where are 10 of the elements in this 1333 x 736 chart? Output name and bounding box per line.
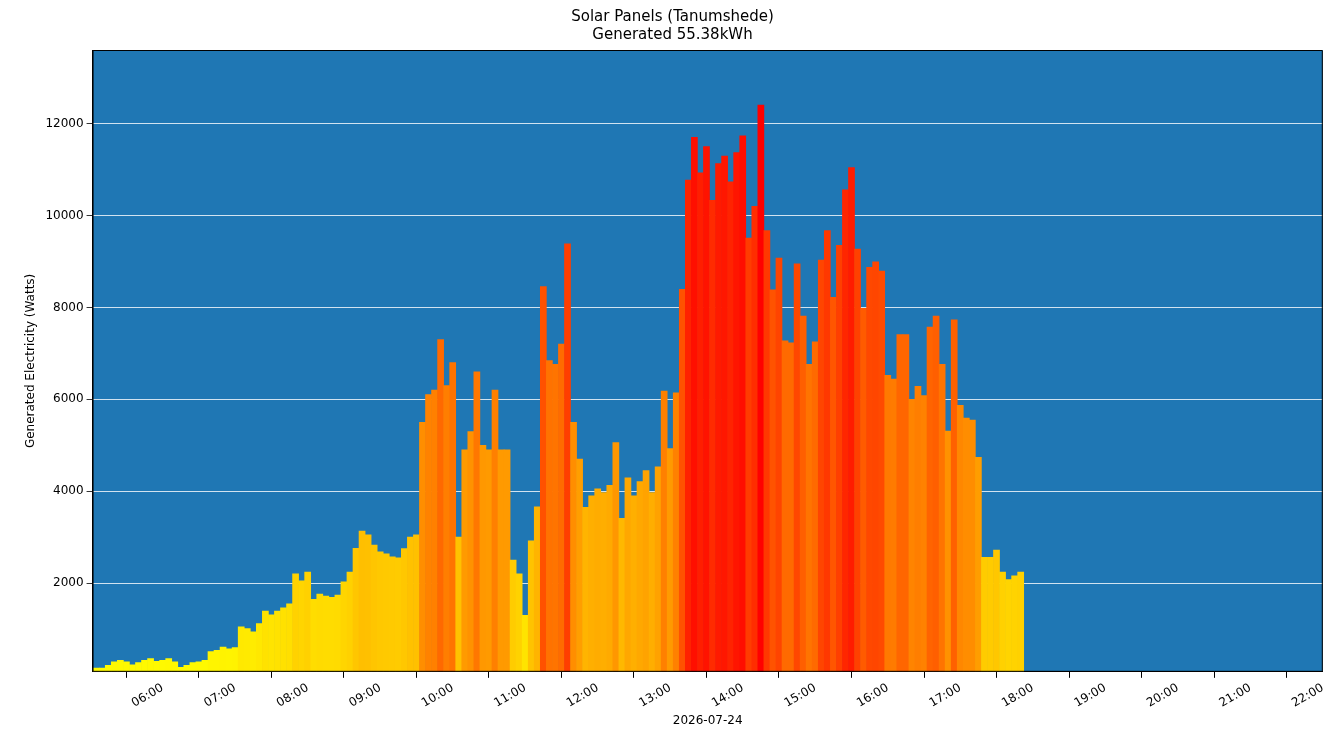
x-axis-title: 2026-07-24 [672, 712, 743, 727]
chart-title: Solar Panels (Tanumshede) [571, 6, 774, 25]
chart-subtitle: Generated 55.38kWh [592, 24, 753, 43]
y-tick-label: 8000 [53, 299, 84, 314]
y-tick-label: 4000 [53, 483, 84, 498]
y-tick-label: 6000 [53, 391, 84, 406]
y-axis-title: Generated Electricity (Watts) [23, 273, 38, 449]
y-tick-label: 2000 [53, 575, 84, 590]
y-tick-label: 12000 [45, 115, 84, 130]
y-tick-label: 10000 [45, 207, 84, 222]
